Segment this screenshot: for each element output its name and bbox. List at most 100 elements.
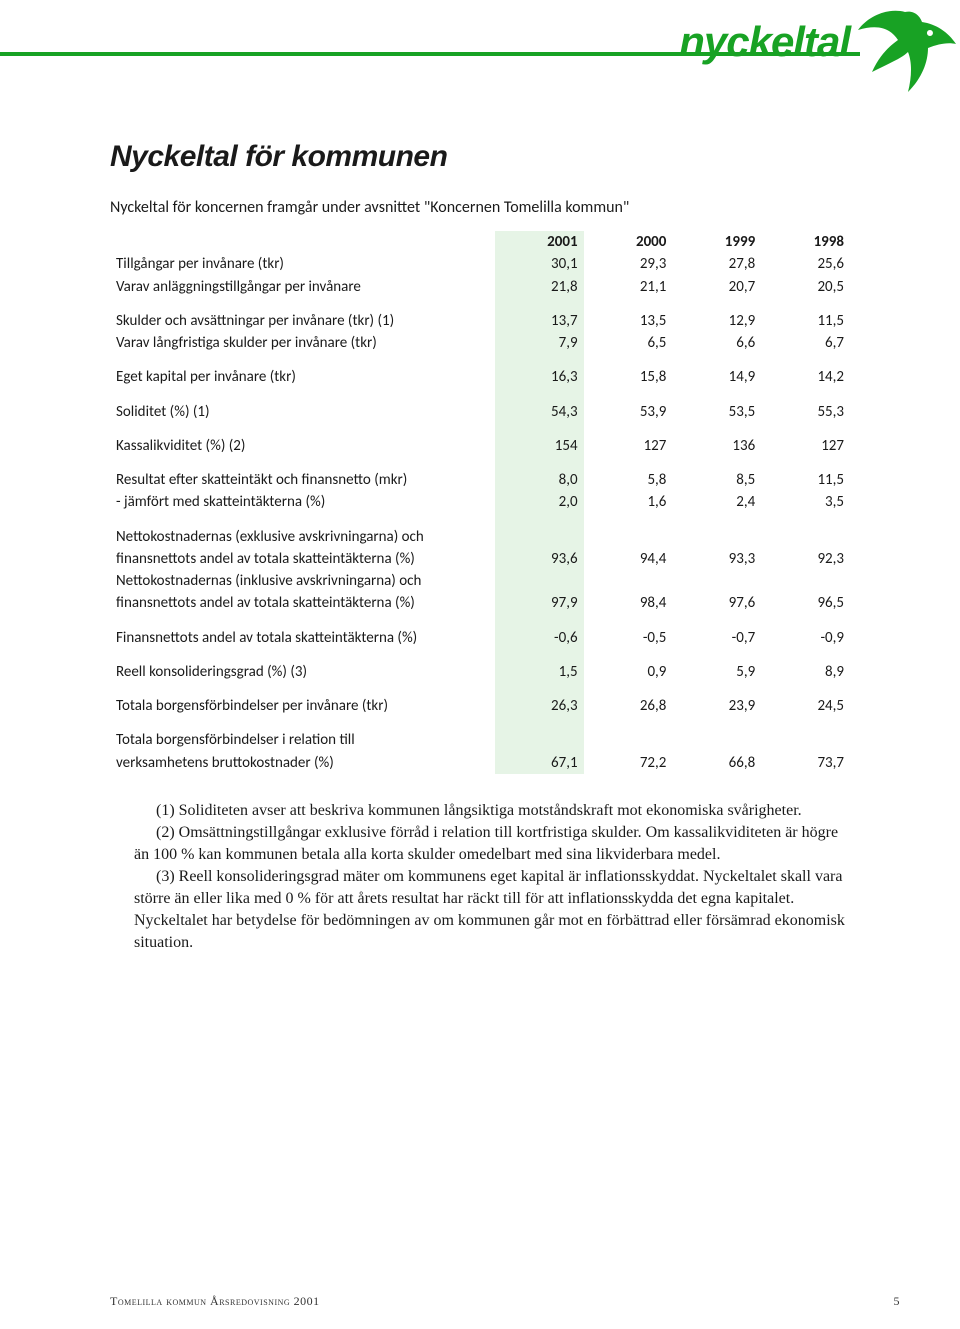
- page-title: Nyckeltal för kommunen: [110, 140, 850, 174]
- row-value: 29,3: [584, 253, 673, 275]
- row-value: 127: [761, 435, 850, 457]
- table-header-row: 2001 2000 1999 1998: [110, 231, 850, 253]
- row-value: 73,7: [761, 752, 850, 774]
- intro-text: Nyckeltal för koncernen framgår under av…: [110, 198, 850, 217]
- row-label: Nettokostnadernas (inklusive avskrivning…: [110, 570, 495, 592]
- row-value: 93,3: [672, 548, 761, 570]
- row-value: 26,3: [495, 695, 584, 717]
- row-value: [761, 526, 850, 548]
- table-spacer-row: [110, 298, 850, 310]
- table-row: Totala borgensförbindelser i relation ti…: [110, 729, 850, 751]
- row-value: [584, 570, 673, 592]
- row-value: [761, 729, 850, 751]
- row-label: Varav långfristiga skulder per invånare …: [110, 332, 495, 354]
- content-area: Nyckeltal för kommunen Nyckeltal för kon…: [0, 140, 960, 954]
- col-label: [110, 231, 495, 253]
- row-value: 11,5: [761, 310, 850, 332]
- row-value: 53,9: [584, 401, 673, 423]
- row-label: Nettokostnadernas (exklusive avskrivning…: [110, 526, 495, 548]
- row-value: -0,5: [584, 627, 673, 649]
- row-label: Skulder och avsättningar per invånare (t…: [110, 310, 495, 332]
- row-value: 15,8: [584, 366, 673, 388]
- page-footer: Tomelilla kommun Årsredovisning 2001 5: [110, 1294, 900, 1309]
- row-value: 55,3: [761, 401, 850, 423]
- table-row: Skulder och avsättningar per invånare (t…: [110, 310, 850, 332]
- row-value: 94,4: [584, 548, 673, 570]
- table-row: Soliditet (%) (1)54,353,953,555,3: [110, 401, 850, 423]
- table-spacer-row: [110, 457, 850, 469]
- row-label: Totala borgensförbindelser i relation ti…: [110, 729, 495, 751]
- row-value: 13,5: [584, 310, 673, 332]
- row-value: 11,5: [761, 469, 850, 491]
- page-header: nyckeltal: [0, 0, 960, 100]
- row-value: 96,5: [761, 592, 850, 614]
- table-spacer-row: [110, 423, 850, 435]
- footer-page-number: 5: [894, 1294, 901, 1309]
- row-value: 23,9: [672, 695, 761, 717]
- row-value: 0,9: [584, 661, 673, 683]
- table-spacer-row: [110, 354, 850, 366]
- table-row: Resultat efter skatteintäkt och finansne…: [110, 469, 850, 491]
- footnote: (1) Soliditeten avser att beskriva kommu…: [134, 800, 850, 822]
- row-value: 6,5: [584, 332, 673, 354]
- row-value: 5,8: [584, 469, 673, 491]
- row-value: [584, 729, 673, 751]
- row-value: 8,5: [672, 469, 761, 491]
- table-row: Tillgångar per invånare (tkr)30,129,327,…: [110, 253, 850, 275]
- row-label: Finansnettots andel av totala skatteintä…: [110, 627, 495, 649]
- row-value: 27,8: [672, 253, 761, 275]
- table-row: Varav anläggningstillgångar per invånare…: [110, 276, 850, 298]
- row-value: 98,4: [584, 592, 673, 614]
- table-spacer-row: [110, 683, 850, 695]
- row-value: 30,1: [495, 253, 584, 275]
- table-row: Finansnettots andel av totala skatteintä…: [110, 627, 850, 649]
- row-value: [672, 729, 761, 751]
- row-value: [495, 570, 584, 592]
- row-value: 97,6: [672, 592, 761, 614]
- row-value: [761, 570, 850, 592]
- row-value: [584, 526, 673, 548]
- footnotes: (1) Soliditeten avser att beskriva kommu…: [110, 800, 850, 955]
- row-value: 154: [495, 435, 584, 457]
- row-value: 2,0: [495, 491, 584, 513]
- table-spacer-row: [110, 649, 850, 661]
- row-value: -0,9: [761, 627, 850, 649]
- row-value: 20,7: [672, 276, 761, 298]
- row-value: 67,1: [495, 752, 584, 774]
- row-value: -0,6: [495, 627, 584, 649]
- row-label: verksamhetens bruttokostnader (%): [110, 752, 495, 774]
- row-value: 54,3: [495, 401, 584, 423]
- row-value: 66,8: [672, 752, 761, 774]
- table-row: Kassalikviditet (%) (2)154127136127: [110, 435, 850, 457]
- row-value: 14,2: [761, 366, 850, 388]
- row-value: 127: [584, 435, 673, 457]
- bird-icon: [850, 0, 960, 100]
- row-value: 93,6: [495, 548, 584, 570]
- table-row: Varav långfristiga skulder per invånare …: [110, 332, 850, 354]
- table-row: Nettokostnadernas (inklusive avskrivning…: [110, 570, 850, 592]
- row-value: 53,5: [672, 401, 761, 423]
- table-row: finansnettots andel av totala skatteintä…: [110, 592, 850, 614]
- table-row: Totala borgensförbindelser per invånare …: [110, 695, 850, 717]
- col-year-0: 2001: [495, 231, 584, 253]
- row-value: 20,5: [761, 276, 850, 298]
- table-row: Reell konsolideringsgrad (%) (3)1,50,95,…: [110, 661, 850, 683]
- footnote: (2) Omsättningstillgångar exklusive förr…: [134, 822, 850, 866]
- table-row: Nettokostnadernas (exklusive avskrivning…: [110, 526, 850, 548]
- row-value: 21,8: [495, 276, 584, 298]
- table-row: - jämfört med skatteintäkterna (%)2,01,6…: [110, 491, 850, 513]
- row-value: 12,9: [672, 310, 761, 332]
- row-label: Reell konsolideringsgrad (%) (3): [110, 661, 495, 683]
- table-row: finansnettots andel av totala skatteintä…: [110, 548, 850, 570]
- row-value: 136: [672, 435, 761, 457]
- row-value: 21,1: [584, 276, 673, 298]
- brand-title: nyckeltal: [679, 18, 850, 66]
- kpi-table: 2001 2000 1999 1998 Tillgångar per invån…: [110, 231, 850, 774]
- row-value: 2,4: [672, 491, 761, 513]
- row-value: 25,6: [761, 253, 850, 275]
- row-value: 13,7: [495, 310, 584, 332]
- col-year-1: 2000: [584, 231, 673, 253]
- row-label: Tillgångar per invånare (tkr): [110, 253, 495, 275]
- row-value: -0,7: [672, 627, 761, 649]
- row-value: 5,9: [672, 661, 761, 683]
